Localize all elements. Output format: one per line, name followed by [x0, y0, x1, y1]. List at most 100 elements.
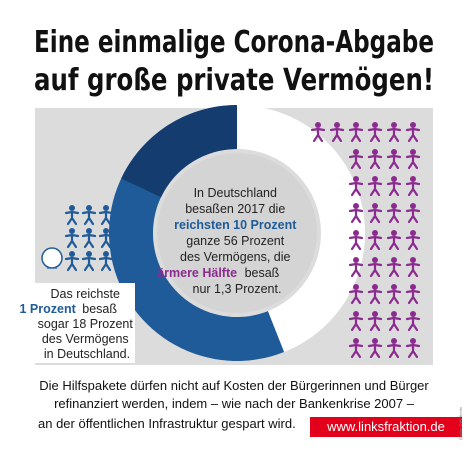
body [405, 289, 421, 305]
head [353, 149, 359, 155]
person-icon [405, 230, 421, 251]
head [353, 257, 359, 263]
body [348, 154, 364, 170]
head [353, 284, 359, 290]
head [391, 149, 397, 155]
highlight-ring [41, 247, 63, 269]
person-icon [405, 149, 421, 170]
head [353, 122, 359, 128]
head [353, 230, 359, 236]
body [348, 316, 364, 332]
body [405, 235, 421, 251]
body [367, 181, 383, 197]
body [367, 316, 383, 332]
left-box [35, 283, 135, 363]
head [391, 230, 397, 236]
body [386, 262, 402, 278]
head [372, 257, 378, 263]
center-disc [157, 153, 317, 313]
person-icon [386, 230, 402, 251]
body [348, 289, 364, 305]
person-icon [81, 205, 97, 226]
body [81, 233, 97, 249]
body [405, 316, 421, 332]
body [64, 256, 80, 272]
head [69, 205, 75, 211]
head [410, 284, 416, 290]
body [386, 343, 402, 359]
head [391, 176, 397, 182]
body [367, 343, 383, 359]
person-icon [367, 257, 383, 278]
text-line: ganze 56 Prozent [186, 234, 285, 248]
text-line: besaß [82, 302, 117, 316]
body [386, 208, 402, 224]
footer-line: an der öffentlichen Infrastruktur gespar… [38, 416, 296, 431]
person-icon [367, 203, 383, 224]
body [386, 127, 402, 143]
person-icon [367, 230, 383, 251]
head [103, 251, 109, 257]
text-line: besaß [245, 266, 280, 280]
body [348, 262, 364, 278]
head [86, 205, 92, 211]
person-icon [386, 176, 402, 197]
head [391, 122, 397, 128]
person-icon [81, 228, 97, 249]
link-box[interactable] [310, 417, 462, 437]
body [405, 154, 421, 170]
body [348, 235, 364, 251]
body [386, 154, 402, 170]
footer-line: Die Hilfspakete dürfen nicht auf Kosten … [39, 378, 429, 393]
head [372, 122, 378, 128]
highlight: reichsten 10 Prozent [174, 218, 297, 232]
person-icon [367, 149, 383, 170]
person-icon [405, 122, 421, 143]
head [372, 338, 378, 344]
text-line: besaßen 2017 die [185, 202, 285, 216]
person-icon [367, 311, 383, 332]
head [410, 257, 416, 263]
person-icon [386, 122, 402, 143]
head [410, 311, 416, 317]
donut [109, 105, 365, 361]
body [348, 208, 364, 224]
person-icon [386, 284, 402, 305]
text-line: In Deutschland [194, 186, 277, 200]
body [348, 181, 364, 197]
body [405, 208, 421, 224]
person-icon [348, 149, 364, 170]
head [372, 203, 378, 209]
head [353, 311, 359, 317]
head [315, 122, 321, 128]
person-icon [98, 205, 114, 226]
head [410, 149, 416, 155]
link[interactable]: www.linksfraktion.de [326, 419, 445, 434]
head [353, 338, 359, 344]
head [103, 205, 109, 211]
body [329, 127, 345, 143]
highlight: 1 Prozent [20, 302, 77, 316]
person-icon [348, 203, 364, 224]
body [348, 127, 364, 143]
person-icon [348, 257, 364, 278]
text-line: nur 1,3 Prozent. [193, 282, 282, 296]
body [386, 181, 402, 197]
head [103, 228, 109, 234]
body [367, 208, 383, 224]
text-line: des Vermögens [42, 332, 129, 346]
head [372, 176, 378, 182]
text-line: des Vermögens, die [180, 250, 291, 264]
head [410, 230, 416, 236]
head [410, 122, 416, 128]
head [372, 284, 378, 290]
title-line: auf große private Vermögen! [34, 63, 434, 98]
title-line: Eine einmalige Corona-Abgabe [34, 25, 434, 60]
head [86, 228, 92, 234]
head [372, 311, 378, 317]
person-icon [405, 203, 421, 224]
head [391, 338, 397, 344]
head [353, 203, 359, 209]
body [405, 127, 421, 143]
